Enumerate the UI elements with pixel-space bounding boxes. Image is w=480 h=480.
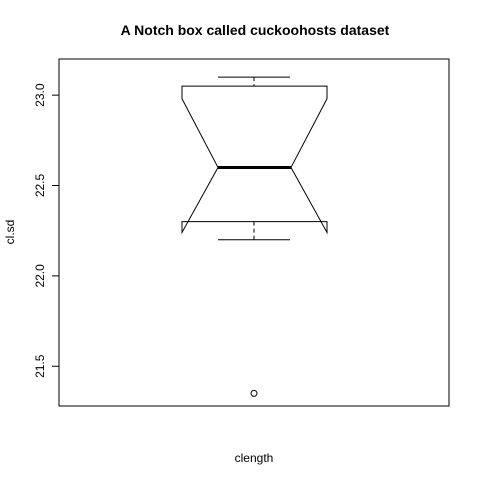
y-tick-label: 23.0 [33, 83, 47, 107]
plot-frame [58, 58, 450, 407]
notched-box [181, 76, 328, 241]
y-axis: 21.5 22.0 22.5 23.0 [33, 83, 59, 378]
box-outline [181, 85, 328, 235]
y-tick-label: 22.0 [33, 264, 47, 288]
chart-title: A Notch box called cuckoohosts dataset [121, 22, 390, 38]
y-tick-label: 22.5 [33, 174, 47, 198]
y-tick-label: 21.5 [33, 354, 47, 378]
y-axis-label: cl.sd [3, 220, 17, 245]
outliers [250, 389, 258, 397]
x-axis-label: clength [235, 451, 274, 465]
outlier-point [250, 389, 258, 397]
